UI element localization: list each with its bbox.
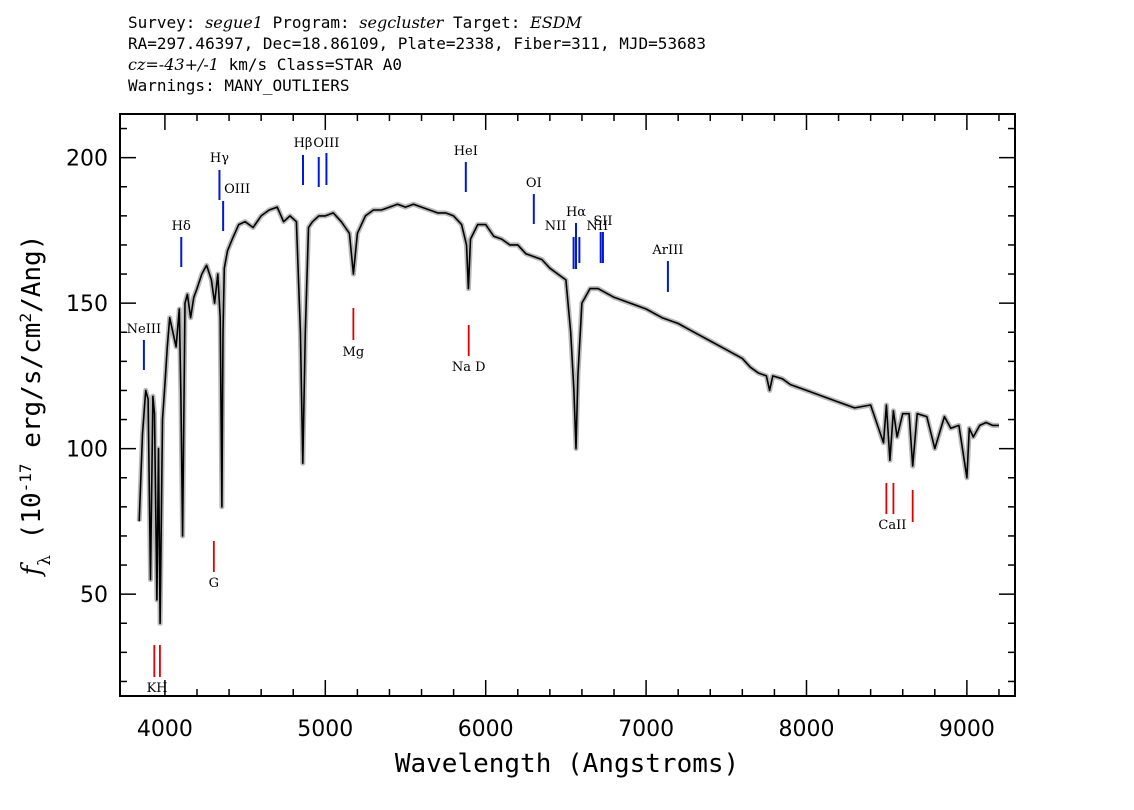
- emission-line-label: Hβ: [294, 136, 313, 151]
- absorption-line-label: G: [209, 576, 219, 591]
- x-tick-label: 8000: [778, 717, 834, 742]
- y-tick-label: 150: [66, 292, 108, 317]
- emission-line-label: OI: [526, 176, 542, 191]
- x-tick-label: 5000: [297, 717, 353, 742]
- emission-line-label: SII: [593, 214, 612, 229]
- redshift-value: cz=-43+/-1: [128, 55, 219, 74]
- error-band: [136, 201, 999, 626]
- program-label: Program:: [262, 13, 360, 32]
- y-tick-label: 50: [80, 583, 108, 608]
- emission-line-label: Hγ: [210, 151, 229, 166]
- y-axis-label: fλ (10-17 erg/s/cm2/Ang): [16, 235, 56, 578]
- y-axis-label-part: 2: [16, 313, 35, 323]
- emission-line-label: Hδ: [172, 219, 191, 234]
- y-axis-label-part: λ: [35, 555, 55, 566]
- survey-label: Survey:: [128, 13, 206, 32]
- spectrum-header: Survey: segue1 Program: segcluster Targe…: [128, 12, 706, 96]
- emission-line-label: NeIII: [127, 322, 161, 337]
- absorption-line-label: Na D: [452, 360, 486, 375]
- x-tick-label: 6000: [458, 717, 514, 742]
- y-axis-label-part: -17: [16, 463, 35, 492]
- header-line-redshift: cz=-43+/-1 km/s Class=STAR A0: [128, 54, 706, 75]
- y-tick-label: 100: [66, 438, 108, 463]
- emission-line-label: Hα: [566, 205, 586, 220]
- y-axis-label-part: /Ang): [17, 235, 47, 313]
- y-axis-label-part: (10: [17, 492, 47, 555]
- axis-ticks: 4000 5000 6000 7000 8000 9000 50 100 150 200: [66, 114, 1015, 742]
- emission-line-label: NII: [587, 219, 609, 234]
- absorption-line-label: CaII: [878, 518, 906, 533]
- plot-frame: [119, 113, 1016, 697]
- x-tick-label: 7000: [618, 717, 674, 742]
- absorption-line-label: KH: [147, 681, 168, 696]
- absorption-line-label: Mg: [343, 345, 365, 360]
- emission-line-label: OIII: [313, 136, 339, 151]
- header-line-coordinates: RA=297.46397, Dec=18.86109, Plate=2338, …: [128, 34, 706, 53]
- spectrum-line: [138, 203, 999, 625]
- header-line-warnings: Warnings: MANY_OUTLIERS: [128, 76, 350, 95]
- target-label: Target:: [443, 13, 531, 32]
- emission-line-label: ArIII: [651, 243, 683, 258]
- y-tick-label: 200: [66, 147, 108, 172]
- emission-line-label: NII: [545, 219, 567, 234]
- class-value: km/s Class=STAR A0: [218, 55, 402, 74]
- y-axis-label-part: erg/s/cm: [17, 323, 47, 464]
- header-line-survey: Survey: segue1 Program: segcluster Targe…: [128, 12, 706, 33]
- survey-value: segue1: [205, 13, 263, 32]
- x-axis-label: Wavelength (Angstroms): [395, 749, 739, 779]
- x-tick-label: 4000: [137, 717, 193, 742]
- target-value: ESDM: [530, 13, 582, 32]
- program-value: segcluster: [359, 13, 444, 32]
- x-tick-label: 9000: [939, 717, 995, 742]
- emission-line-label: OIII: [224, 182, 250, 197]
- emission-line-label: HeI: [454, 144, 478, 159]
